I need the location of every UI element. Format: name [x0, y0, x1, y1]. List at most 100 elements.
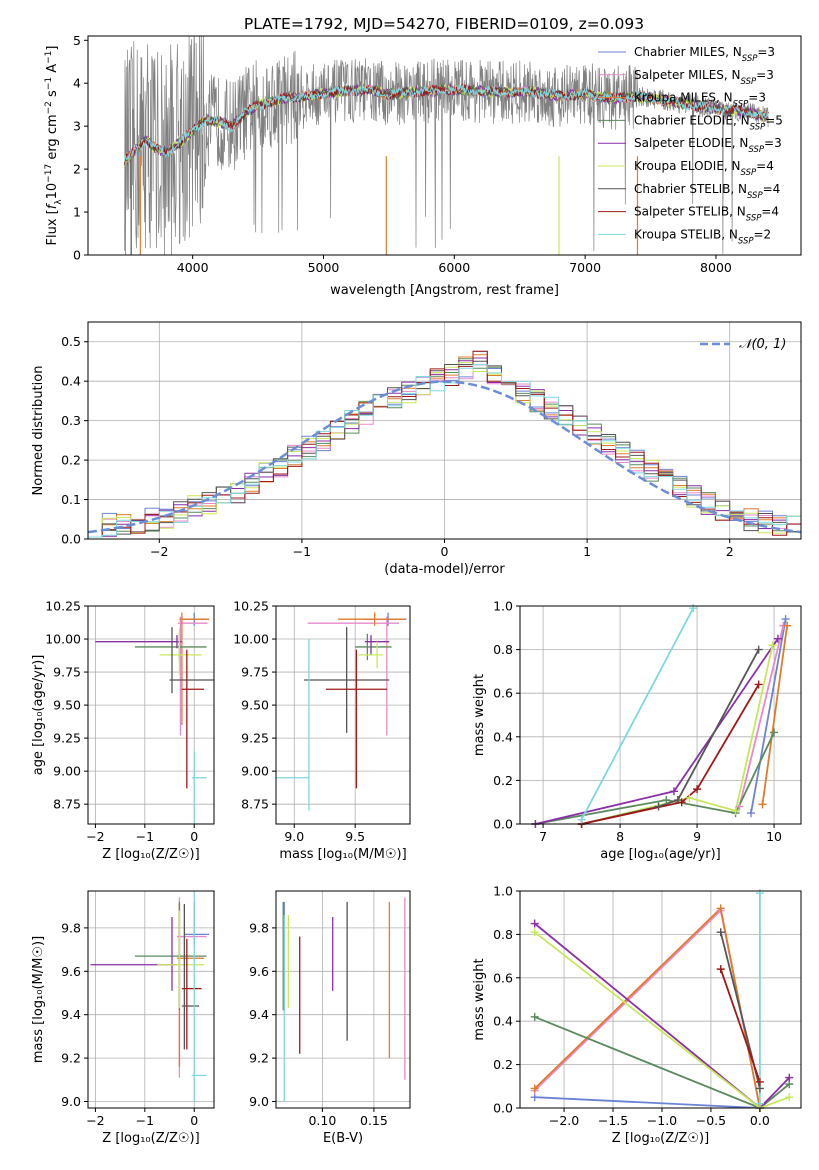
plot-area [276, 612, 407, 811]
axes-frame [519, 605, 802, 825]
x-tick-label: −2 [86, 829, 104, 844]
y-tick-label: 0.1 [61, 492, 81, 507]
y-tick-label: 10.25 [45, 599, 81, 614]
weight-line-salpeter-elodie [534, 922, 790, 1108]
x-tick-label: 8 [616, 829, 624, 844]
legend-model-name: Chabrier STELIB, N [634, 182, 747, 196]
x-tick-label: 9.5 [345, 829, 365, 844]
x-tick-label: 2 [726, 544, 734, 559]
legend-nssp-subscript: SSP [748, 145, 764, 155]
weight-line-salpeter-miles [738, 625, 785, 807]
weight-marker-chabrier-elodie [662, 796, 671, 805]
y-tick-label: 9.2 [249, 1051, 269, 1066]
plot-area [124, 36, 769, 255]
y-tick-label: 9.25 [241, 731, 269, 746]
x-tick-label: 10 [766, 829, 782, 844]
weight-marker-kroupa-miles [530, 1084, 539, 1093]
legend-nssp-value: =5 [765, 113, 783, 127]
y-tick-label: 10.00 [45, 632, 81, 647]
y-tick-label: 9.0 [249, 1094, 269, 1109]
axes-frame [519, 890, 802, 1109]
y-axis-label: age [log₁₀(age/yr)] [31, 655, 46, 776]
weight-line-kroupa-elodie [534, 931, 790, 1108]
y-tick-label: 4 [73, 76, 81, 91]
plot-area [282, 897, 406, 1102]
y-tick-label: 9.0 [61, 1094, 81, 1109]
weight-marker-chabrier-miles [781, 615, 790, 624]
spectrum-panel: 4000 5000 6000 7000 8000 0 1 2 3 4 5 wavelength [An… [44, 33, 802, 298]
y-tick-label: 9.50 [241, 698, 269, 713]
weight-marker-kroupa-stelib [755, 1099, 764, 1108]
x-tick-label: 0 [190, 1113, 198, 1128]
legend-entry: Kroupa MILES, NSSP=3 [634, 91, 766, 110]
legend-nssp-value: =4 [756, 159, 774, 173]
y-tick-label: 9.75 [53, 665, 81, 680]
weight-marker-salpeter-stelib [693, 785, 702, 794]
y-axis-label: Flux [fλ10−17 erg cm−2 s−1 A−1] [44, 46, 64, 246]
plot-area [95, 612, 214, 824]
y-tick-label: 1.0 [493, 599, 513, 614]
y-tick-label: 9.25 [53, 731, 81, 746]
y-tick-label: 9.6 [249, 964, 269, 979]
y-axis-label-part: ] [45, 46, 60, 51]
axes-frame [275, 605, 411, 825]
y-tick-label: 9.8 [61, 920, 81, 935]
weight-vs-age-panel: 7 8 9 10 0.0 0.2 0.4 0.6 0.8 1.0 age [log₁₀(age/yr… [472, 599, 802, 862]
x-tick-label: 0.15 [360, 1113, 388, 1128]
y-tick-label: 9.75 [241, 665, 269, 680]
axes-frame [87, 605, 215, 825]
x-axis-label: (data-model)/error [384, 562, 505, 577]
weight-marker-chabrier-miles [746, 809, 755, 818]
legend-nssp-subscript: SSP [746, 214, 762, 224]
y-tick-label: 0.6 [493, 970, 513, 985]
legend-model-name: Kroupa STELIB, N [634, 227, 738, 241]
weight-marker-salpeter-miles [735, 802, 744, 811]
weight-marker-salpeter-stelib [677, 798, 686, 807]
legend-entry: Chabrier STELIB, NSSP=4 [634, 182, 780, 201]
normal-distribution-curve [88, 380, 801, 534]
plot-area [88, 350, 801, 538]
x-tick-label: −2.0 [549, 1113, 579, 1128]
weight-marker-kroupa-miles [716, 904, 725, 913]
weight-line-kroupa-miles [534, 906, 761, 1108]
weight-marker-salpeter-elodie [530, 919, 539, 928]
y-tick-label: 8.75 [241, 797, 269, 812]
y-tick-label: 10.25 [233, 599, 269, 614]
x-tick-label: 0.10 [308, 1113, 336, 1128]
weight-line-salpeter-stelib [719, 968, 761, 1083]
y-tick-label: 0.8 [493, 927, 513, 942]
y-tick-label: 0.2 [493, 1057, 513, 1072]
legend-model-name: Salpeter MILES, N [634, 68, 741, 82]
weight-marker-salpeter-elodie [785, 1073, 794, 1082]
weight-marker-kroupa-stelib [577, 815, 586, 824]
y-axis-label-part: −1 [44, 51, 54, 64]
y-axis-label: Normed distribution [31, 366, 46, 496]
x-tick-label: −2 [150, 544, 168, 559]
y-tick-label: 5 [73, 33, 81, 48]
y-tick-label: 0.4 [493, 1014, 513, 1029]
figure-title: PLATE=1792, MJD=54270, FIBERID=0109, z=0… [244, 15, 644, 33]
legend-nssp-subscript: SSP [741, 168, 757, 178]
x-axis-label: E(B-V) [323, 1131, 363, 1146]
x-axis-label: wavelength [Angstrom, rest frame] [330, 283, 559, 298]
y-axis-label-part: erg cm [45, 114, 60, 163]
y-tick-label: 0.3 [61, 413, 81, 428]
y-tick-label: 1 [73, 205, 81, 220]
y-axis-label-part: Flux [ [45, 209, 60, 245]
y-tick-label: 0.0 [493, 1101, 513, 1116]
y-tick-label: 0.6 [493, 686, 513, 701]
x-tick-label: 9.0 [284, 829, 304, 844]
model-spectrum-kroupa-stelib [124, 84, 769, 163]
mass-vs-metallicity-panel: −2 −1 0 9.0 9.2 9.4 9.6 9.8 Z [log₁₀(Z/Z☉)] mass … [31, 890, 215, 1146]
weight-line-kroupa-miles [761, 625, 788, 805]
y-tick-label: 9.00 [241, 764, 269, 779]
legend-entry: 𝒩(0, 1) [739, 337, 786, 352]
legend-entry: Chabrier MILES, NSSP=3 [634, 45, 775, 64]
age-vs-metallicity-panel: −2 −1 0 8.75 9.00 9.25 9.50 9.75 10.00 10.25 Z [lo… [31, 599, 215, 862]
weight-marker-kroupa-stelib [689, 604, 698, 613]
weight-marker-kroupa-elodie [530, 928, 539, 937]
weight-line-chabrier-elodie [534, 1016, 790, 1108]
legend-nssp-value: =2 [754, 227, 772, 241]
x-tick-label: −1 [293, 544, 311, 559]
